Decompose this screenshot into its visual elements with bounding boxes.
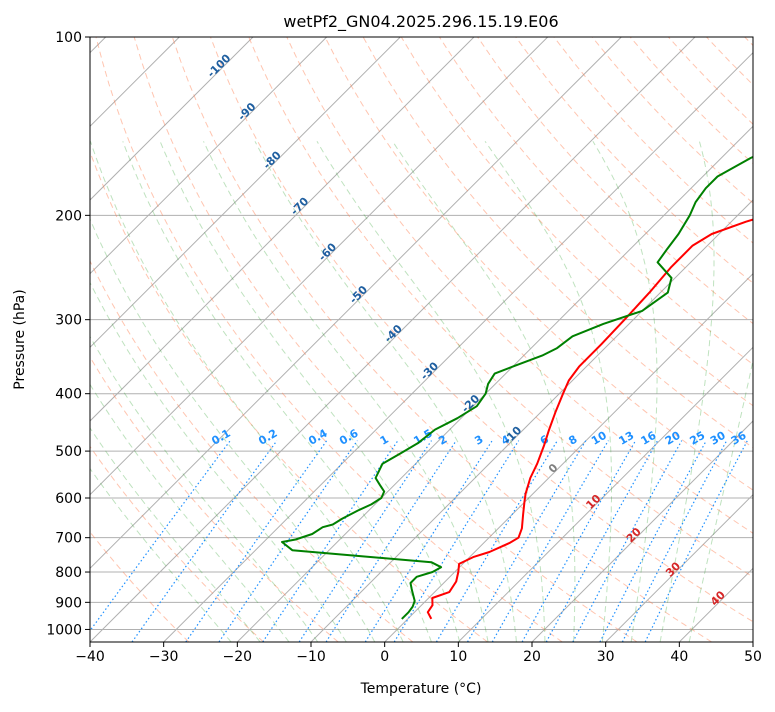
x-axis-label: Temperature (°C) bbox=[360, 681, 482, 697]
mixing-ratio-label: 0.4 bbox=[306, 427, 330, 448]
y-tick-label: 200 bbox=[55, 208, 82, 224]
isotherm-gridline bbox=[679, 37, 775, 642]
isotherm-label: -70 bbox=[288, 194, 311, 217]
y-tick-label: 600 bbox=[55, 491, 82, 507]
mixing-ratio-line bbox=[132, 441, 277, 642]
moist-adiabat bbox=[0, 141, 231, 642]
isotherm-gridline bbox=[0, 37, 253, 642]
isotherm-gridline bbox=[0, 37, 400, 642]
dry-adiabat bbox=[58, 37, 488, 642]
x-tick-label: −40 bbox=[75, 649, 105, 665]
isotherm-label: -90 bbox=[235, 100, 258, 123]
x-tick-label: 30 bbox=[597, 649, 615, 665]
x-tick-label: 10 bbox=[449, 649, 467, 665]
dry-adiabat bbox=[516, 37, 775, 642]
isotherm-label: 20 bbox=[624, 525, 644, 545]
y-tick-label: 1000 bbox=[46, 622, 82, 638]
mixing-ratio-label: 36 bbox=[729, 429, 749, 448]
moist-adiabat bbox=[689, 141, 775, 642]
dewpoint-profile bbox=[282, 37, 775, 619]
mixing-ratio-line bbox=[186, 441, 327, 642]
mixing-ratio-line bbox=[394, 441, 519, 642]
isotherm-label: 30 bbox=[663, 559, 683, 579]
mixing-ratio-label: 30 bbox=[708, 429, 728, 448]
y-tick-label: 500 bbox=[55, 444, 82, 460]
x-tick-label: −10 bbox=[296, 649, 326, 665]
moist-adiabat bbox=[160, 141, 460, 642]
isotherm-label: -80 bbox=[261, 148, 284, 171]
mixing-ratio-label: 10 bbox=[589, 429, 609, 448]
mixing-ratio-label: 2 bbox=[436, 433, 449, 448]
isotherm-label: -50 bbox=[347, 283, 370, 306]
y-tick-label: 800 bbox=[55, 565, 82, 581]
isotherm-gridline bbox=[311, 37, 775, 642]
moist-adiabat bbox=[317, 141, 545, 642]
isotherm-label: -30 bbox=[418, 359, 441, 382]
isotherm-gridline bbox=[16, 37, 621, 642]
moist-adiabat bbox=[0, 141, 289, 642]
isotherm-gridline bbox=[237, 37, 775, 642]
mixing-ratio-label: 1 bbox=[378, 433, 391, 448]
x-tick-label: −20 bbox=[223, 649, 253, 665]
mixing-ratio-label: 0.6 bbox=[337, 427, 361, 448]
mixing-ratio-label: 0.1 bbox=[209, 427, 232, 448]
x-tick-label: −30 bbox=[149, 649, 179, 665]
mixing-ratio-label: 25 bbox=[688, 429, 708, 448]
y-tick-label: 100 bbox=[55, 30, 82, 46]
dry-adiabat bbox=[592, 37, 775, 642]
isotherm-gridline bbox=[0, 37, 327, 642]
dry-adiabat bbox=[0, 37, 264, 642]
isotherm-label: 40 bbox=[708, 588, 728, 608]
temperature-profile bbox=[428, 37, 775, 619]
dry-adiabat bbox=[554, 37, 775, 642]
mixing-ratio-label: 3 bbox=[472, 433, 485, 448]
mixing-ratio-line bbox=[326, 441, 456, 642]
isotherm-label: -60 bbox=[316, 240, 339, 263]
moist-adiabat bbox=[204, 141, 489, 642]
y-tick-label: 300 bbox=[55, 313, 82, 329]
moist-adiabat bbox=[393, 141, 575, 642]
isotherm-gridline bbox=[458, 37, 775, 642]
moist-adiabat bbox=[123, 141, 432, 642]
x-tick-label: 50 bbox=[744, 649, 762, 665]
dry-adiabat bbox=[0, 37, 189, 642]
isotherm-label: -40 bbox=[382, 322, 405, 345]
dry-adiabat bbox=[745, 37, 775, 642]
y-axis-label: Pressure (hPa) bbox=[12, 289, 28, 389]
mixing-ratio-label: 8 bbox=[566, 433, 579, 448]
dry-adiabat bbox=[707, 37, 775, 642]
mixing-ratio-line bbox=[622, 441, 726, 642]
y-tick-label: 400 bbox=[55, 387, 82, 403]
x-tick-label: 0 bbox=[380, 649, 389, 665]
isotherm-gridline bbox=[753, 37, 775, 642]
chart-title: wetPf2_GN04.2025.296.15.19.E06 bbox=[283, 12, 558, 32]
mixing-ratio-label: 13 bbox=[616, 429, 636, 448]
dry-adiabat bbox=[20, 37, 413, 642]
y-tick-label: 700 bbox=[55, 531, 82, 547]
mixing-ratio-label: 0.2 bbox=[256, 427, 279, 448]
isotherm-gridline bbox=[0, 37, 474, 642]
isotherm-gridline bbox=[385, 37, 775, 642]
mixing-ratio-line bbox=[82, 441, 231, 642]
dry-adiabat bbox=[0, 37, 338, 642]
isotherm-gridline bbox=[164, 37, 769, 642]
moist-adiabat bbox=[593, 141, 657, 642]
dry-adiabat bbox=[478, 37, 775, 642]
isotherm-label: -100 bbox=[205, 51, 234, 80]
x-tick-label: 20 bbox=[523, 649, 541, 665]
dry-adiabat bbox=[668, 37, 775, 642]
y-tick-label: 900 bbox=[55, 595, 82, 611]
moist-adiabat bbox=[62, 141, 375, 642]
x-tick-label: 40 bbox=[670, 649, 688, 665]
isotherm-label: 10 bbox=[583, 492, 603, 512]
moist-adiabat bbox=[36, 141, 347, 642]
